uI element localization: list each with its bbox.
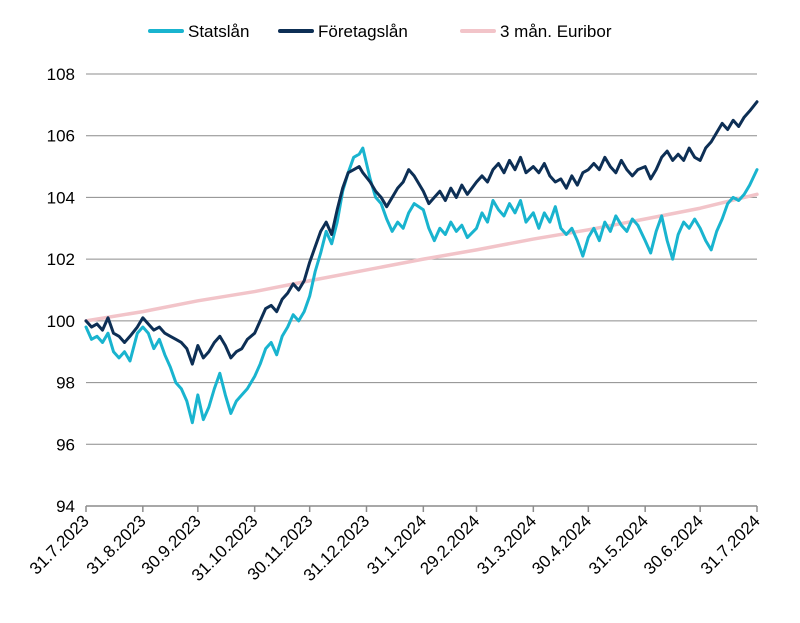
series-line-0: [84, 146, 759, 425]
x-axis: 31.7.202331.8.202330.9.202331.10.202330.…: [26, 505, 764, 585]
series-line-1: [84, 100, 759, 366]
x-tick-label: 31.7.2024: [697, 511, 764, 578]
x-tick-label: 31.3.2024: [473, 511, 540, 578]
x-tick-label: 30.6.2024: [640, 511, 707, 578]
y-tick-label: 98: [56, 374, 75, 393]
y-tick-label: 102: [47, 250, 75, 269]
y-tick-label: 96: [56, 435, 75, 454]
y-tick-label: 106: [47, 127, 75, 146]
series-line-2: [84, 192, 759, 323]
legend: Statslån Företagslån 3 mån. Euribor: [148, 22, 612, 41]
y-tick-label: 104: [47, 188, 75, 207]
legend-label: Statslån: [188, 22, 249, 41]
x-tick-label: 31.5.2024: [585, 511, 652, 578]
y-tick-label: 94: [56, 497, 75, 516]
legend-label: 3 mån. Euribor: [500, 22, 612, 41]
x-tick-label: 31.7.2023: [26, 511, 93, 578]
y-tick-label: 108: [47, 65, 75, 84]
y-axis-ticks: 94 96 98 100 102 104 106 108: [47, 65, 75, 516]
y-tick-label: 100: [47, 312, 75, 331]
series-lines: [84, 100, 759, 425]
x-tick-label: 31.8.2023: [83, 511, 150, 578]
x-tick-label: 30.4.2024: [528, 511, 595, 578]
gridlines: [86, 73, 757, 507]
legend-label: Företagslån: [318, 22, 408, 41]
